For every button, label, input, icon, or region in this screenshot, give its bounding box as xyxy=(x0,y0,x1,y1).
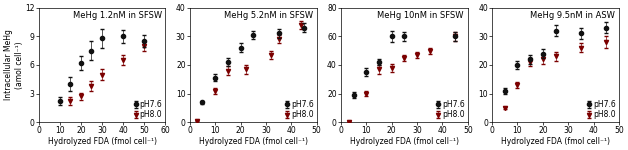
Legend: pH7.6, pH8.0: pH7.6, pH8.0 xyxy=(284,99,315,120)
X-axis label: Hydrolyzed FDA (fmol cell⁻¹): Hydrolyzed FDA (fmol cell⁻¹) xyxy=(48,137,156,146)
X-axis label: Hydrolyzed FDA (fmol cell⁻¹): Hydrolyzed FDA (fmol cell⁻¹) xyxy=(198,137,308,146)
X-axis label: Hydrolyzed FDA (fmol cell⁻¹): Hydrolyzed FDA (fmol cell⁻¹) xyxy=(350,137,459,146)
X-axis label: Hydrolyzed FDA (fmol cell⁻¹): Hydrolyzed FDA (fmol cell⁻¹) xyxy=(501,137,610,146)
Text: MeHg 1.2nM in SFSW: MeHg 1.2nM in SFSW xyxy=(72,11,161,20)
Y-axis label: Intracellular MeHg
(amol cell⁻¹): Intracellular MeHg (amol cell⁻¹) xyxy=(4,30,24,100)
Text: MeHg 10nM in SFSW: MeHg 10nM in SFSW xyxy=(377,11,464,20)
Text: MeHg 5.2nM in SFSW: MeHg 5.2nM in SFSW xyxy=(224,11,313,20)
Legend: pH7.6, pH8.0: pH7.6, pH8.0 xyxy=(587,99,617,120)
Legend: pH7.6, pH8.0: pH7.6, pH8.0 xyxy=(436,99,465,120)
Text: MeHg 9.5nM in ASW: MeHg 9.5nM in ASW xyxy=(530,11,615,20)
Legend: pH7.6, pH8.0: pH7.6, pH8.0 xyxy=(134,99,163,120)
